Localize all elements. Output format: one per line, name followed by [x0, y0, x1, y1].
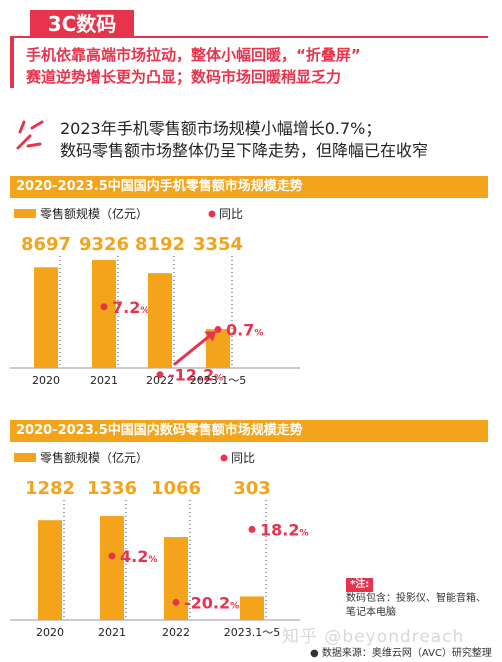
- header-rule: [10, 36, 488, 38]
- bar-value-label: 3354: [193, 234, 243, 255]
- bar-value-label: 8192: [135, 234, 185, 255]
- yoy-dot: [214, 326, 222, 334]
- bar: [240, 596, 264, 620]
- yoy-dot: [172, 598, 180, 606]
- yoy-label: -12.2%: [168, 366, 223, 385]
- yoy-dot: [108, 552, 116, 560]
- bar-value-label: 8697: [21, 234, 71, 255]
- bar-value-label: 1282: [25, 478, 75, 499]
- legend-dot-swatch: [208, 210, 216, 218]
- footnote-title: *注:: [346, 578, 374, 592]
- footnote-text: 数码包含：投影仪、智能音箱、笔记本电脑: [346, 593, 486, 618]
- burst-icon: [16, 120, 44, 150]
- watermark: 知乎 @beyondreach: [282, 627, 465, 647]
- category-label: 2021: [90, 374, 118, 387]
- subhead-line-2: 数码零售额市场整体仍呈下降走势，但降幅已在收窄: [60, 141, 429, 160]
- yoy-label: 7.2%: [112, 298, 149, 317]
- subhead-line-1: 2023年手机零售额市场规模小幅增长0.7%；: [60, 119, 382, 138]
- category-label: 2020: [32, 374, 60, 387]
- legend-bar-label: 零售额规模（亿元）: [40, 450, 148, 465]
- category-label: 2022: [162, 626, 190, 639]
- category-label: 2020: [36, 626, 64, 639]
- yoy-label: -20.2%: [184, 593, 239, 612]
- bar: [148, 273, 172, 368]
- bar-value-label: 1066: [151, 478, 201, 499]
- bar-value-label: 9326: [79, 234, 129, 255]
- yoy-label: 0.7%: [226, 321, 263, 340]
- yoy-label: 18.2%: [260, 520, 309, 539]
- legend-dot-swatch: [220, 454, 228, 462]
- yoy-label: 4.2%: [120, 547, 157, 566]
- legend-bar-swatch: [14, 209, 36, 218]
- trend-arrow-head: [204, 331, 216, 342]
- category-label: 2023.1～5: [190, 374, 247, 387]
- bar: [92, 260, 116, 368]
- digital-retail-chart: 零售额规模（亿元） 同比 1282 2020 1336 2021 4.2% 1066 2022 -…: [10, 450, 309, 639]
- bar: [100, 516, 124, 620]
- chart1-title: 2020-2023.5中国国内手机零售额市场规模走势: [10, 176, 488, 198]
- yoy-dot: [248, 525, 256, 533]
- headline-line-1: 手机依靠高端市场拉动，整体小幅回暖，“折叠屏”: [26, 46, 361, 64]
- chart2-title: 2020-2023.5中国国内数码零售额市场规模走势: [10, 420, 488, 442]
- legend-bar-label: 零售额规模（亿元）: [40, 206, 148, 221]
- data-source: ● 数据来源：奥维云网（AVC）研究整理: [310, 648, 492, 659]
- bar: [38, 520, 62, 620]
- legend-dot-label: 同比: [219, 207, 243, 221]
- category-label: 2022: [146, 374, 174, 387]
- headline-line-2: 赛道逆势增长更为凸显；数码市场回暖稍显乏力: [26, 68, 342, 86]
- bar-value-label: 303: [233, 478, 271, 499]
- category-label: 2023.1～5: [224, 626, 281, 639]
- yoy-dot: [156, 371, 164, 379]
- bar: [34, 267, 58, 368]
- footnote: *注: 数码包含：投影仪、智能音箱、笔记本电脑: [346, 578, 494, 620]
- legend-dot-label: 同比: [231, 451, 255, 465]
- category-label: 2021: [98, 626, 126, 639]
- yoy-dot: [100, 303, 108, 311]
- section-tag: 3C数码: [30, 10, 134, 38]
- phone-retail-chart: 零售额规模（亿元） 同比 8697 2020 9326 2021 7.2% 8192 2022-…: [10, 206, 300, 387]
- header-accent-bar: [10, 36, 14, 88]
- bar: [164, 537, 188, 620]
- trend-arrow-line: [173, 334, 211, 366]
- bar-value-label: 1336: [87, 478, 137, 499]
- legend-bar-swatch: [14, 453, 36, 462]
